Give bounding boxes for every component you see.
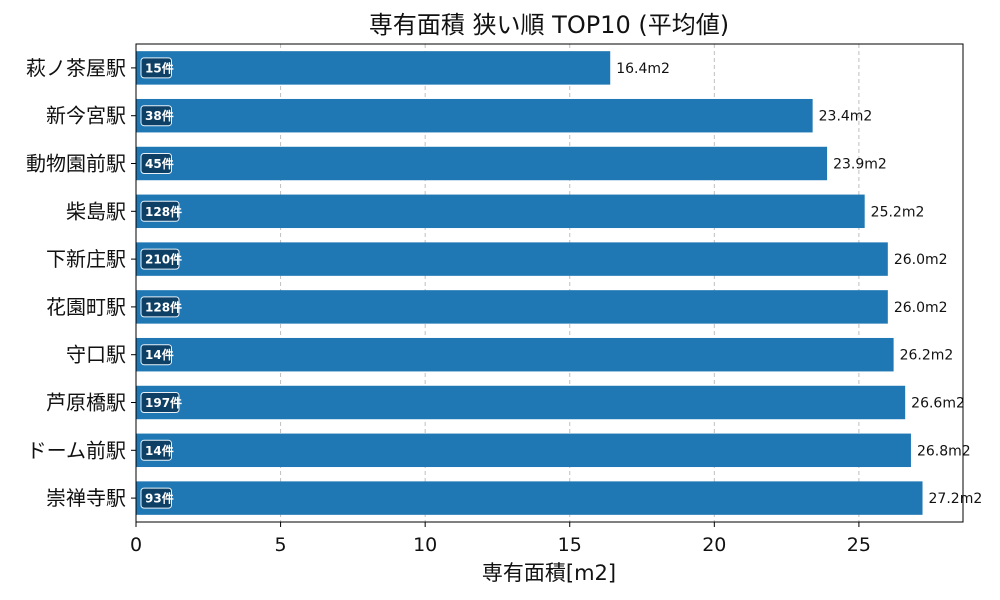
x-tick-label: 15 — [558, 534, 582, 556]
y-tick-label: 萩ノ茶屋駅 — [26, 56, 126, 80]
count-label: 93件 — [145, 491, 174, 506]
y-tick-label: 柴島駅 — [66, 199, 126, 223]
count-badge — [140, 296, 180, 318]
count-badge — [140, 153, 172, 174]
value-label: 26.8m2 — [917, 443, 971, 459]
count-label: 14件 — [145, 347, 174, 362]
y-tick-label: 下新庄駅 — [46, 247, 126, 271]
count-label: 128件 — [145, 299, 182, 314]
count-label: 38件 — [145, 108, 174, 123]
x-tick-label: 0 — [130, 534, 142, 556]
count-badge — [140, 487, 172, 509]
count-badge — [140, 57, 172, 79]
bar — [136, 194, 865, 229]
bar — [136, 433, 911, 468]
value-label: 26.6m2 — [911, 396, 965, 412]
value-label: 23.9m2 — [833, 157, 887, 173]
bar — [136, 98, 813, 133]
y-tick-label: ドーム前駅 — [27, 438, 126, 462]
value-label: 26.2m2 — [900, 348, 954, 364]
value-label: 25.2m2 — [871, 204, 925, 220]
bar — [136, 51, 611, 85]
count-label: 128件 — [145, 204, 182, 219]
value-label: 26.0m2 — [894, 252, 948, 268]
count-label: 210件 — [145, 252, 182, 267]
count-badge — [140, 439, 172, 461]
x-tick-label: 20 — [702, 534, 726, 556]
count-label: 197件 — [145, 395, 182, 410]
count-badge — [140, 200, 180, 222]
y-tick-label: 花園町駅 — [46, 295, 126, 319]
y-axis-ticks: 萩ノ茶屋駅新今宮駅動物園前駅柴島駅下新庄駅花園町駅守口駅芦原橋駅ドーム前駅崇禅寺… — [26, 56, 136, 510]
y-tick-label: 守口駅 — [66, 343, 126, 367]
plot-area-frame — [135, 43, 964, 523]
bar — [136, 242, 888, 276]
y-tick-label: 芦原橋駅 — [46, 391, 126, 415]
count-badge — [140, 392, 180, 413]
bars: 15件 16.4m2 38件 23.4m2 45件 23.9m2 128件 25.2m2 210… — [136, 51, 982, 515]
value-label: 23.4m2 — [819, 109, 873, 125]
chart-title: 専有面積 狭い順 TOP10 (平均値) — [369, 11, 729, 39]
x-axis-ticks: 0 5 10 15 20 25 — [130, 522, 871, 556]
bar — [136, 385, 906, 420]
count-badge — [140, 248, 180, 270]
y-tick-label: 動物園前駅 — [26, 152, 126, 176]
value-label: 26.0m2 — [894, 300, 948, 316]
y-tick-label: 崇禅寺駅 — [46, 486, 126, 510]
y-tick-label: 新今宮駅 — [46, 104, 126, 128]
bar — [136, 481, 923, 515]
count-label: 14件 — [145, 443, 174, 458]
count-label: 45件 — [145, 156, 174, 171]
x-axis-label: 専有面積[m2] — [482, 561, 616, 585]
count-label: 15件 — [145, 60, 174, 75]
x-tick-label: 10 — [413, 534, 437, 556]
value-label: 27.2m2 — [929, 491, 983, 507]
count-badge — [140, 105, 172, 127]
count-badge — [140, 344, 172, 366]
x-tick-label: 25 — [847, 534, 871, 556]
bar — [136, 146, 828, 181]
bar — [136, 290, 888, 324]
bar — [136, 337, 894, 372]
value-label: 16.4m2 — [616, 61, 670, 77]
x-tick-label: 5 — [275, 534, 287, 556]
